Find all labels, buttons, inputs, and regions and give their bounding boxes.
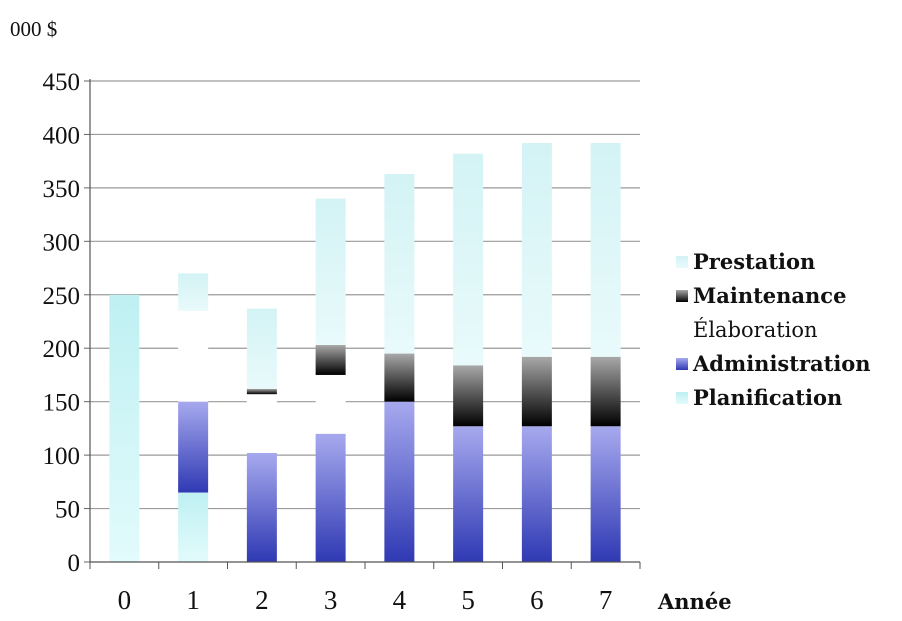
bar-segment-prestation-7 [590,142,621,357]
x-tick-label: 7 [599,585,613,615]
y-tick-label: 350 [43,176,81,203]
legend-swatch-elaboration [676,324,688,336]
legend-swatch-administration [676,358,688,370]
gridlines [84,80,640,563]
y-tick-label: 0 [68,550,81,577]
bar-segment-maintenance-4 [384,353,415,402]
x-tick-label: 0 [118,585,132,615]
bar-segment-elaboration-3 [315,374,346,434]
x-tick-label: 2 [255,585,269,615]
y-tick-label: 450 [43,69,81,96]
bars [109,142,621,562]
legend-swatch-prestation [676,256,688,268]
bar-segment-administration-4 [384,401,415,562]
bar-segment-maintenance-6 [521,356,552,427]
y-tick-labels: 0 50 100 150 200 250 300 350 400 450 [43,69,81,577]
y-unit-label: 000 $ [10,17,57,41]
y-tick-label: 150 [43,390,81,417]
x-tick-label: 3 [324,585,338,615]
bar-segment-elaboration-2 [246,394,277,453]
y-tick-label: 400 [43,122,81,149]
bar-segment-prestation-5 [453,153,484,366]
bar-segment-elaboration-1 [178,310,209,402]
x-tick-label: 4 [393,585,407,615]
legend-label-administration: Administration [692,351,871,376]
bar-segment-prestation-3 [315,198,346,346]
bar-segment-maintenance-2 [246,388,277,395]
axes [89,79,641,569]
x-tick-label: 5 [461,585,475,615]
y-tick-label: 250 [43,283,81,310]
legend-label-planification: Planification [693,385,842,410]
x-tick-label: 6 [530,585,544,615]
bar-segment-prestation-1 [178,273,209,311]
legend-label-maintenance: Maintenance [693,283,846,308]
bar-segment-administration-7 [590,426,621,562]
x-tick-label: 1 [186,585,200,615]
y-tick-label: 200 [43,336,81,363]
x-tick-labels: 0 1 2 3 4 5 6 7 [118,585,613,615]
bar-segment-prestation-2 [246,308,277,389]
y-tick-label: 100 [43,443,81,470]
bar-segment-administration-1 [178,401,209,493]
bar-segment-prestation-4 [384,173,415,354]
bar-segment-administration-6 [521,426,552,562]
legend-swatch-planification [676,392,688,404]
y-tick-label: 50 [55,497,80,524]
legend-label-prestation: Prestation [693,249,815,274]
bar-segment-maintenance-5 [453,365,484,427]
legend: Prestation Maintenance Élaboration Administ… [676,249,871,410]
bar-segment-planification-0 [109,294,140,562]
bar-segment-planification-1 [178,492,209,562]
x-axis-label: Année [657,589,732,614]
bar-segment-maintenance-3 [315,345,346,375]
legend-label-elaboration: Élaboration [693,318,818,342]
legend-swatch-maintenance [676,290,688,302]
bar-segment-administration-3 [315,433,346,562]
bar-segment-administration-2 [246,452,277,562]
bar-segment-maintenance-7 [590,356,621,427]
bar-segment-prestation-6 [521,142,552,357]
y-tick-label: 300 [43,229,81,256]
bar-segment-administration-5 [453,426,484,562]
